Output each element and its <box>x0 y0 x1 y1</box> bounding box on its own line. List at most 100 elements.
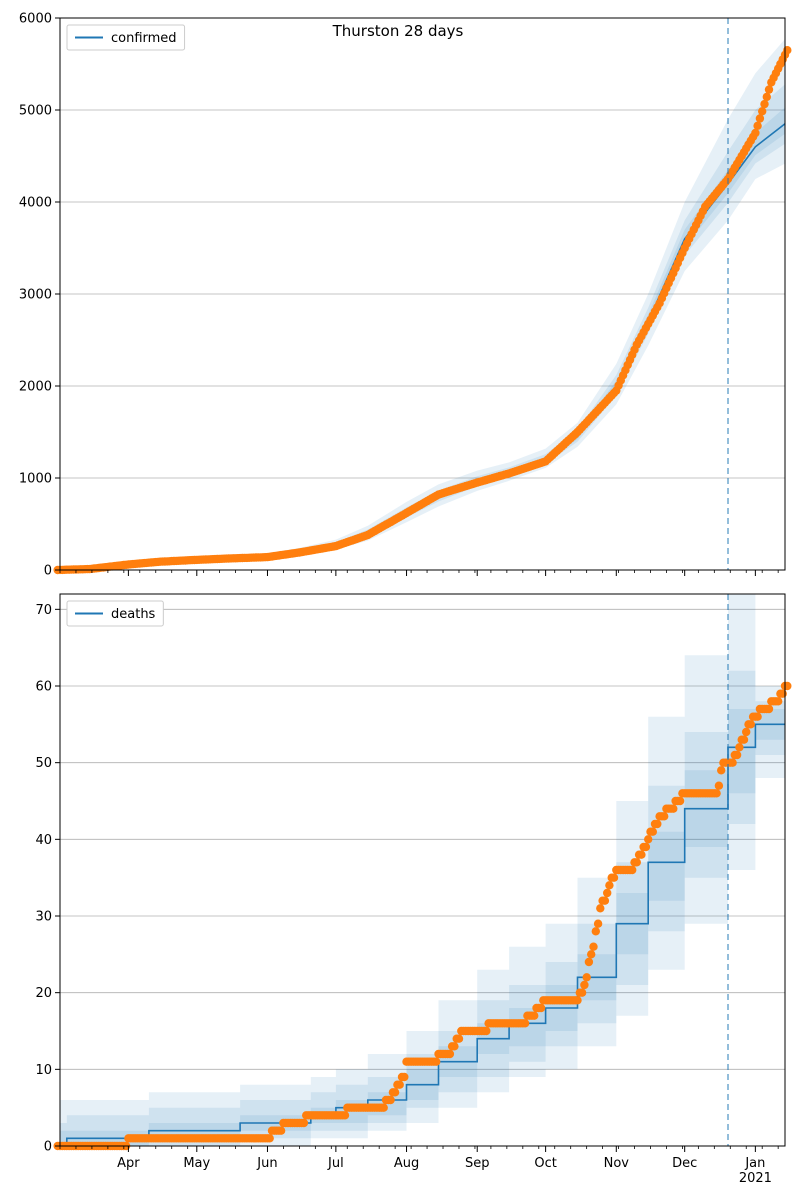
deaths-observed-point <box>386 1095 395 1105</box>
deaths-observed-point <box>742 727 751 737</box>
deaths-observed-point <box>603 888 612 898</box>
deaths-observed-point <box>400 1072 409 1082</box>
confirmed-observed-point <box>753 121 762 130</box>
deaths-y-tick-label: 40 <box>35 833 52 848</box>
deaths-observed-point <box>450 1042 459 1051</box>
deaths-observed-point <box>593 919 603 928</box>
deaths-observed-point <box>390 1088 400 1097</box>
confirmed-y-tick-label: 1000 <box>19 472 52 487</box>
deaths-observed-point <box>577 988 587 997</box>
deaths-model-line <box>60 723 785 1146</box>
confirmed-y-axis: 0 1000 2000 3000 4000 5000 6000 <box>19 12 60 579</box>
deaths-observed-point <box>648 827 657 836</box>
deaths-observed-point <box>628 865 637 875</box>
confirmed-observed-point <box>783 46 792 55</box>
deaths-axes-frame <box>59 593 786 1147</box>
deaths-observed-point <box>714 781 724 790</box>
deaths-x-tick-label: Nov <box>604 1156 630 1171</box>
deaths-band-middle <box>60 670 785 1146</box>
deaths-observed-point <box>783 681 792 691</box>
deaths-observed-point <box>669 804 678 813</box>
deaths-x-tick-label: Aug <box>394 1156 419 1171</box>
deaths-observed-point <box>584 957 594 967</box>
deaths-observed-point <box>591 927 600 936</box>
confirmed-observed-point <box>758 107 767 116</box>
deaths-x-tick-label: Jun <box>256 1156 277 1171</box>
deaths-observed-points <box>53 681 792 1151</box>
deaths-band-outer <box>60 594 785 1146</box>
deaths-observed-point <box>445 1049 455 1059</box>
deaths-gridlines <box>60 608 785 1070</box>
deaths-observed-point <box>432 1057 441 1066</box>
deaths-observed-point <box>536 1003 546 1013</box>
confirmed-y-tick-label: 2000 <box>19 380 52 395</box>
confirmed-panel: 0 1000 2000 3000 4000 5000 6000 confirmed <box>19 12 792 579</box>
deaths-observed-point <box>778 689 787 698</box>
deaths-x-tick-label: Apr <box>117 1156 140 1171</box>
deaths-observed-point <box>520 1019 530 1028</box>
deaths-observed-point <box>728 758 737 767</box>
confirmed-observed-point <box>760 99 769 109</box>
confirmed-y-tick-label: 0 <box>44 564 52 579</box>
deaths-observed-point <box>774 697 783 706</box>
deaths-observed-point <box>589 942 598 951</box>
deaths-y-tick-label: 30 <box>35 910 52 925</box>
deaths-observed-point <box>582 973 591 982</box>
deaths-confidence-bands <box>60 594 785 1146</box>
deaths-observed-point <box>605 881 614 890</box>
deaths-y-tick-label: 20 <box>35 986 52 1001</box>
deaths-observed-point <box>454 1034 464 1043</box>
deaths-y-tick-label: 10 <box>35 1063 52 1078</box>
deaths-observed-point <box>675 796 685 806</box>
deaths-observed-point <box>482 1026 491 1036</box>
confirmed-observed-point <box>755 114 765 123</box>
deaths-observed-point <box>717 766 726 775</box>
deaths-y-tick-label: 50 <box>35 756 52 771</box>
deaths-x-tick-label: Sep <box>465 1156 490 1171</box>
deaths-x-tick-label: Jan <box>744 1156 765 1171</box>
deaths-observed-point <box>596 904 605 913</box>
deaths-model-path <box>60 723 785 1146</box>
deaths-x-tick-label: May <box>183 1156 210 1171</box>
deaths-y-tick-label: 70 <box>35 603 52 618</box>
confirmed-legend-label: confirmed <box>111 31 177 46</box>
confirmed-y-tick-label: 4000 <box>19 196 52 211</box>
deaths-legend: deaths <box>66 600 164 627</box>
confirmed-y-tick-label: 3000 <box>19 288 52 303</box>
deaths-observed-point <box>299 1118 309 1128</box>
deaths-legend-label: deaths <box>111 607 156 622</box>
deaths-observed-point <box>735 743 744 752</box>
confirmed-legend-box <box>66 24 186 51</box>
deaths-observed-point <box>632 858 641 867</box>
deaths-observed-point <box>653 819 662 829</box>
deaths-y-tick-label: 0 <box>44 1140 52 1155</box>
deaths-observed-point <box>265 1134 274 1143</box>
deaths-observed-point <box>764 704 774 714</box>
deaths-observed-point <box>644 835 653 844</box>
deaths-observed-point <box>530 1011 539 1020</box>
deaths-observed-point <box>641 842 651 852</box>
deaths-observed-point <box>637 850 646 859</box>
deaths-x-tick-label: Oct <box>534 1156 556 1171</box>
confirmed-y-tick-label: 6000 <box>19 12 52 27</box>
deaths-y-tick-label: 60 <box>35 680 52 695</box>
confirmed-band-middle <box>60 84 785 570</box>
deaths-observed-point <box>609 873 619 882</box>
deaths-observed-point <box>379 1103 388 1112</box>
confirmed-legend: confirmed <box>66 24 186 51</box>
deaths-y-axis: 0 10 20 30 40 50 60 70 <box>35 603 60 1155</box>
confirmed-observed-points <box>53 46 792 575</box>
deaths-observed-point <box>753 712 762 721</box>
deaths-observed-point <box>746 720 755 729</box>
confirmed-x-axis <box>59 570 779 576</box>
deaths-x-tick-label: 2021 <box>739 1171 772 1186</box>
deaths-x-tick-label: Dec <box>672 1156 697 1171</box>
deaths-observed-point <box>587 950 596 959</box>
deaths-observed-point <box>660 812 669 821</box>
deaths-observed-point <box>395 1080 404 1089</box>
confirmed-observed-point <box>762 92 771 102</box>
deaths-band-inner <box>60 709 785 1146</box>
